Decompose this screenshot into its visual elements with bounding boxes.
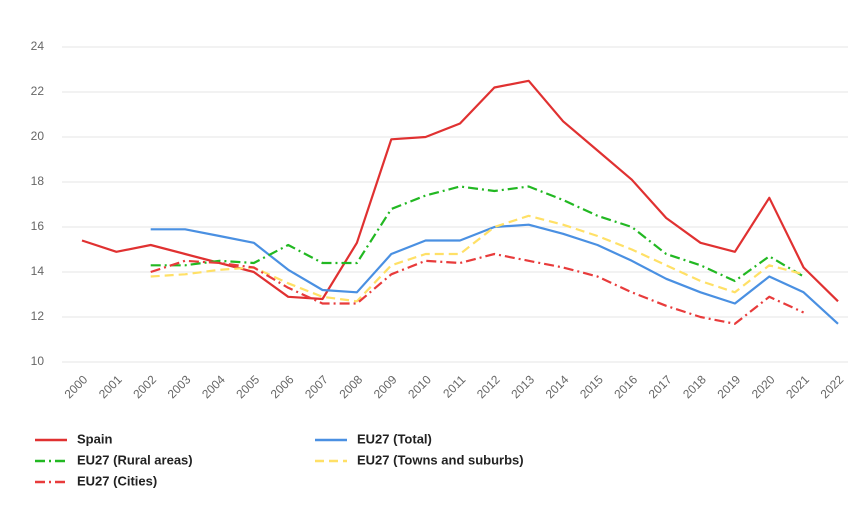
x-tick-label: 2016: [611, 372, 640, 401]
series-line: [150, 252, 805, 325]
x-tick-label: 2019: [714, 372, 743, 401]
x-tick-label: 2007: [302, 372, 331, 401]
y-tick-label: 24: [31, 39, 45, 53]
x-tick-label: 2017: [646, 372, 675, 401]
x-tick-label: 2018: [680, 372, 709, 401]
series-line: [81, 79, 839, 303]
x-tick-label: 2021: [783, 372, 812, 401]
y-tick-label: 18: [31, 174, 45, 188]
x-tick-label: 2003: [165, 372, 194, 401]
y-tick-label: 20: [31, 129, 45, 143]
x-tick-label: 2001: [96, 372, 125, 401]
x-tick-label: 2012: [474, 372, 503, 401]
legend-label: EU27 (Total): [357, 431, 432, 446]
x-tick-label: 2015: [577, 372, 606, 401]
series-line: [150, 223, 839, 325]
legend-label: EU27 (Rural areas): [77, 452, 193, 467]
x-tick-label: 2005: [233, 372, 262, 401]
series-line: [150, 214, 804, 303]
x-tick-label: 2006: [268, 372, 297, 401]
x-tick-label: 2013: [508, 372, 537, 401]
x-tick-label: 2004: [199, 372, 228, 401]
x-tick-label: 2020: [749, 372, 778, 401]
x-tick-label: 2014: [543, 372, 572, 401]
legend-label: Spain: [77, 431, 112, 446]
series-line: [150, 185, 805, 283]
x-tick-label: 2010: [405, 372, 434, 401]
x-tick-label: 2009: [371, 372, 400, 401]
x-tick-label: 2011: [440, 372, 468, 400]
x-tick-label: 2000: [62, 372, 91, 401]
legend-label: EU27 (Cities): [77, 473, 157, 488]
y-tick-label: 22: [31, 84, 45, 98]
x-tick-label: 2022: [818, 372, 847, 401]
x-tick-label: 2008: [336, 372, 365, 401]
y-tick-label: 12: [31, 309, 45, 323]
legend-label: EU27 (Towns and suburbs): [357, 452, 524, 467]
x-tick-label: 2002: [130, 372, 159, 401]
y-tick-label: 10: [31, 354, 45, 368]
y-tick-label: 14: [31, 264, 45, 278]
y-tick-label: 16: [31, 219, 45, 233]
